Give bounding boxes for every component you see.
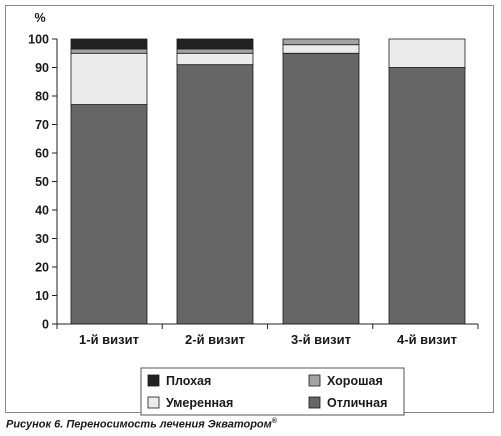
legend-label: Отличная <box>327 396 387 410</box>
bar-segment <box>176 52 254 66</box>
legend-swatch <box>308 396 321 409</box>
legend-swatch <box>147 396 160 409</box>
y-tick-label: 60 <box>35 147 49 161</box>
x-category-label: 3-й визит <box>291 332 351 347</box>
bar-segment <box>70 104 148 325</box>
y-axis-unit-label: % <box>34 11 45 25</box>
bar-segment <box>282 44 360 54</box>
legend-label: Хорошая <box>327 374 383 388</box>
y-axis: 0 10 20 30 40 50 60 70 80 90 100 <box>28 33 58 332</box>
y-tick-label: 100 <box>28 33 49 47</box>
y-tick-label: 20 <box>35 261 49 275</box>
bars-group <box>70 38 466 325</box>
legend-label: Плохая <box>166 374 211 388</box>
y-tick-label: 70 <box>35 118 49 132</box>
legend-frame <box>140 367 405 416</box>
caption-registered-mark: ® <box>271 418 277 425</box>
y-tick-label: 40 <box>35 204 49 218</box>
bar-segment <box>388 67 466 325</box>
bar-segment <box>282 52 360 325</box>
x-category-label: 1-й визит <box>79 332 139 347</box>
y-tick-label: 50 <box>35 175 49 189</box>
y-tick-label: 90 <box>35 61 49 75</box>
bar-segment <box>70 38 148 50</box>
y-tick-label: 0 <box>42 318 49 332</box>
y-tick-label: 30 <box>35 232 49 246</box>
figure-caption: Рисунок 6. Переносимость лечения Экватор… <box>6 418 277 431</box>
bar-segment <box>176 38 254 50</box>
bar-segment <box>176 64 254 325</box>
x-axis: 1-й визит 2-й визит 3-й визит 4-й визит <box>56 323 479 347</box>
bar-segment <box>70 52 148 105</box>
y-tick-label: 80 <box>35 90 49 104</box>
caption-text: Рисунок 6. Переносимость лечения Экватор… <box>6 418 272 431</box>
bar-segment <box>70 48 148 54</box>
bar-segment <box>388 38 466 68</box>
bar-segment <box>282 38 360 46</box>
legend-swatch <box>308 374 321 387</box>
y-tick-label: 10 <box>35 289 49 303</box>
legend-label: Умеренная <box>166 396 233 410</box>
x-category-label: 4-й визит <box>397 332 457 347</box>
x-category-label: 2-й визит <box>185 332 245 347</box>
legend: Плохая Хорошая Умеренная Отличная <box>140 367 405 416</box>
legend-swatch <box>147 374 160 387</box>
bar-segment <box>176 48 254 54</box>
